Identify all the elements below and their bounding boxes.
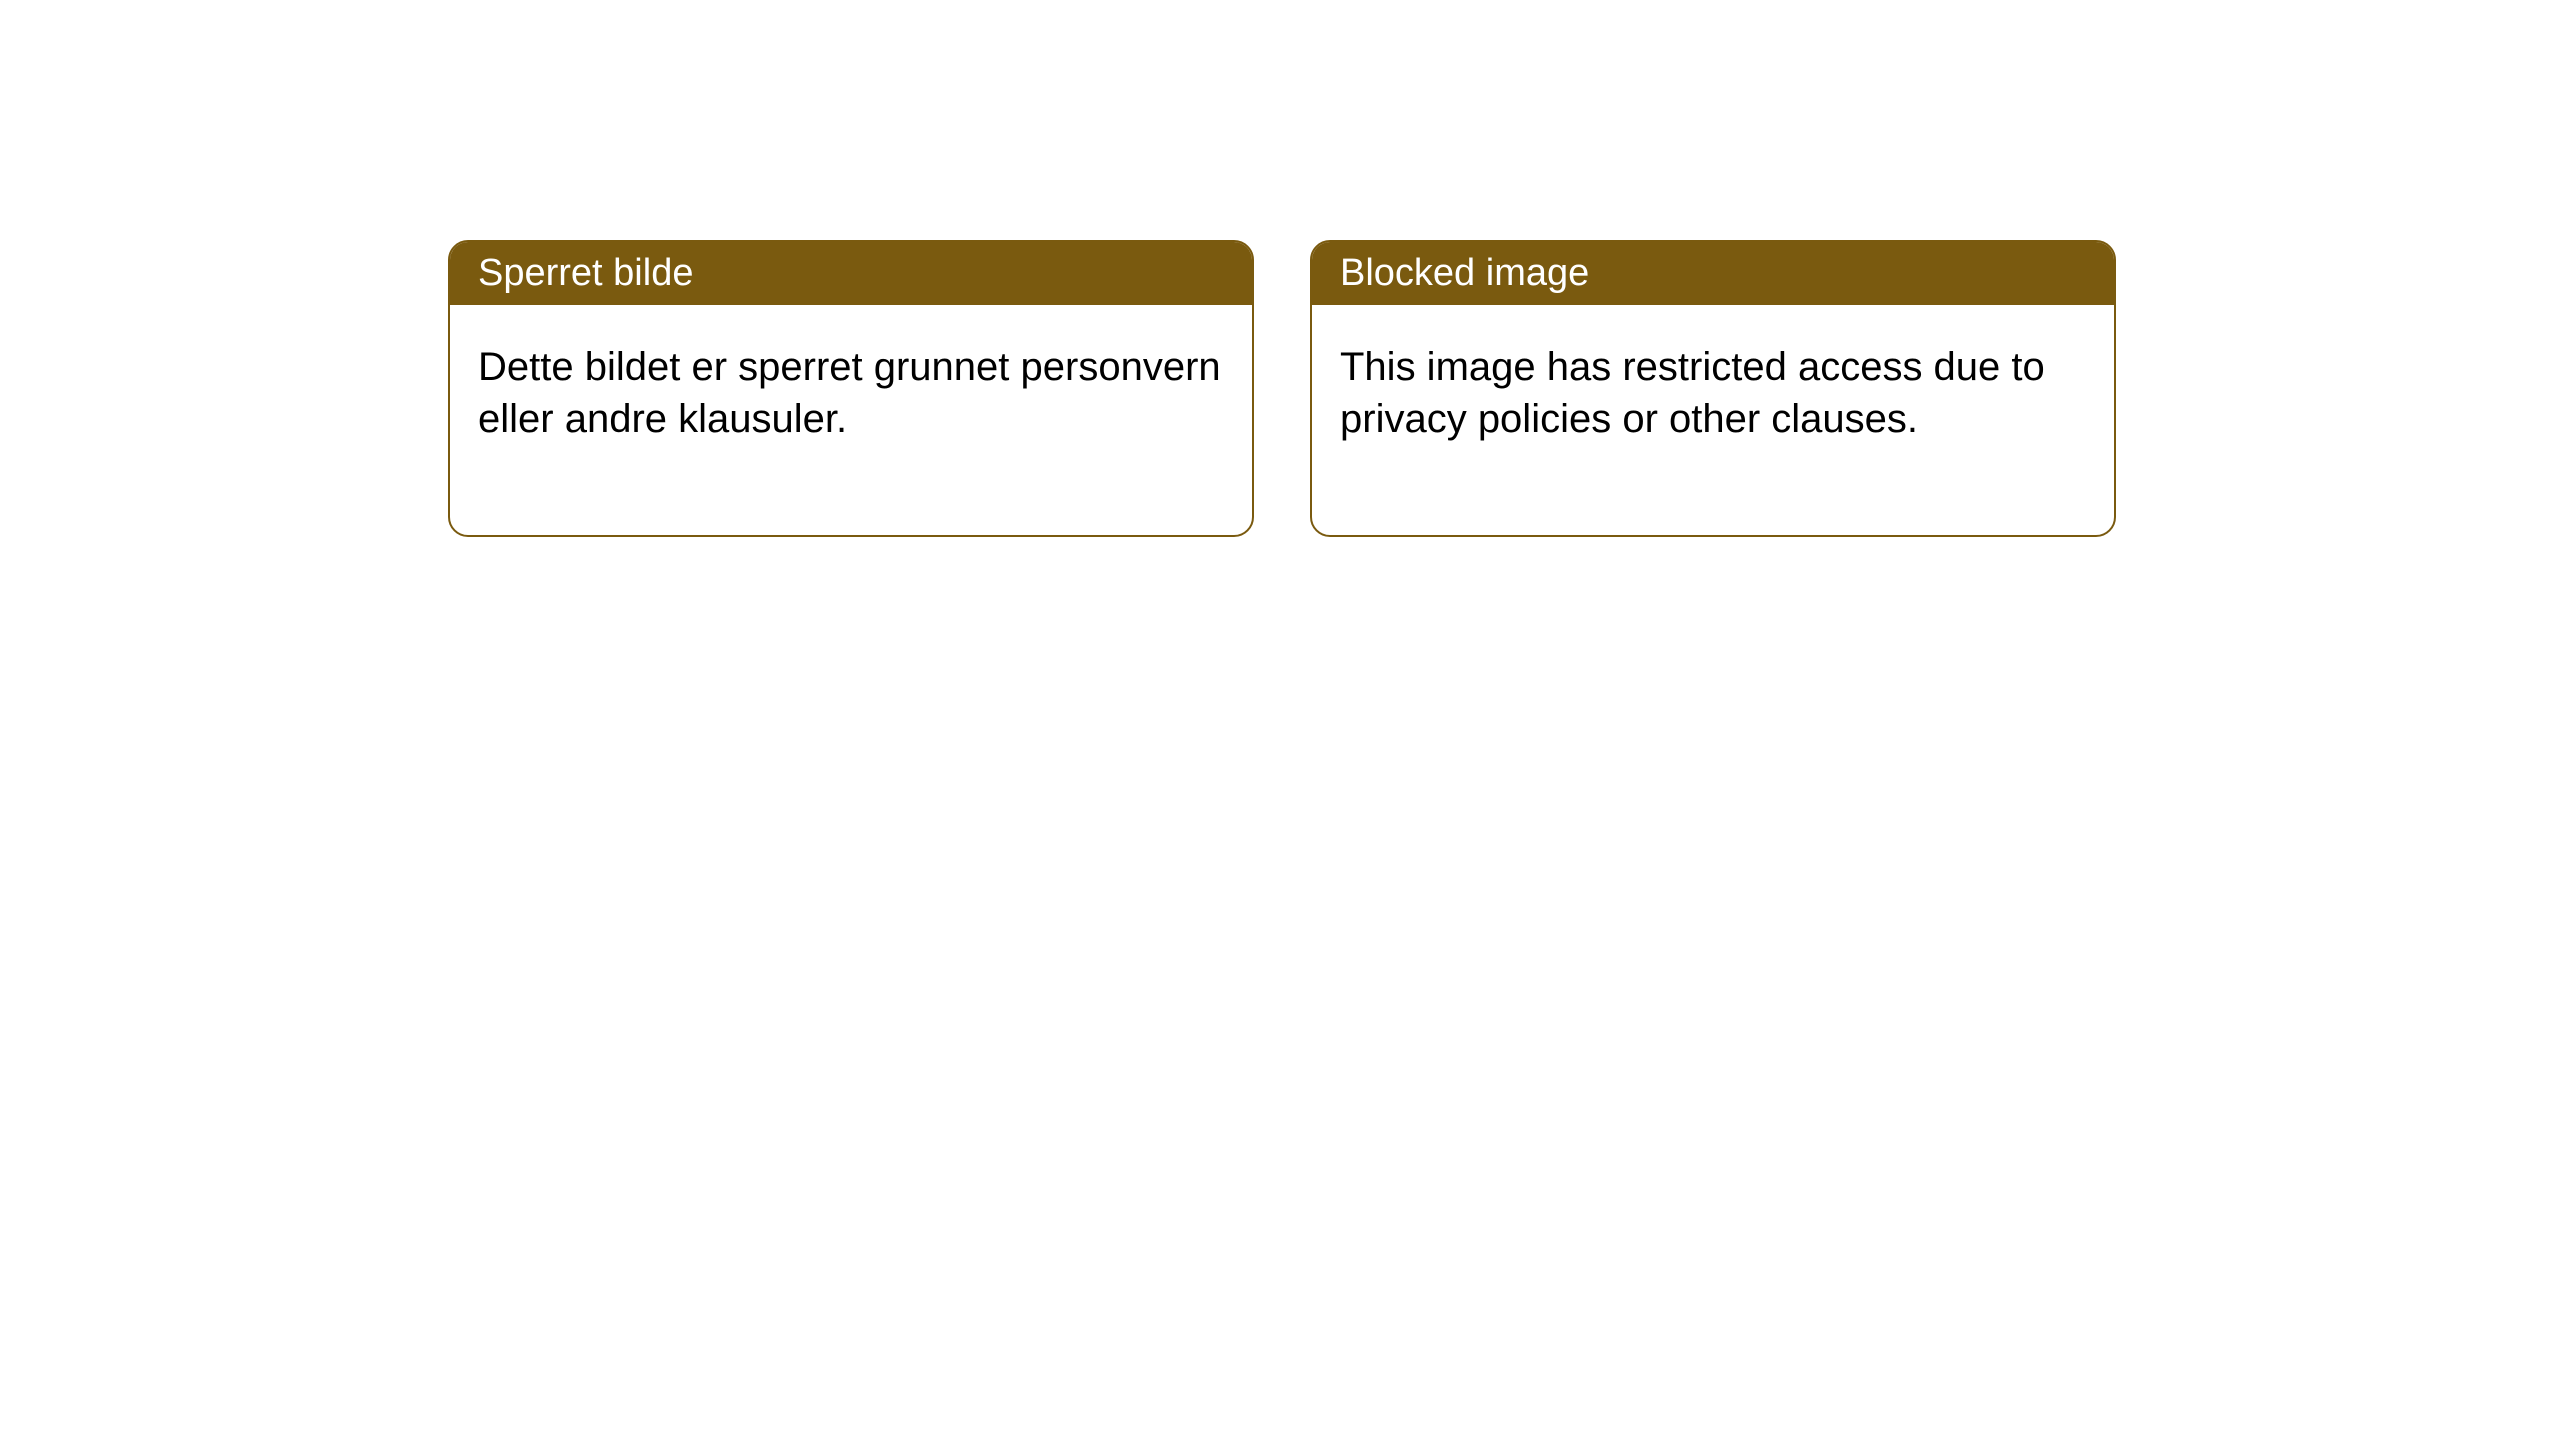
notice-header-no: Sperret bilde [450, 242, 1252, 305]
notice-card-no: Sperret bilde Dette bildet er sperret gr… [448, 240, 1254, 537]
notice-header-en: Blocked image [1312, 242, 2114, 305]
notice-title-no: Sperret bilde [478, 252, 693, 294]
notice-body-en: This image has restricted access due to … [1312, 305, 2114, 535]
notice-text-no: Dette bildet er sperret grunnet personve… [478, 345, 1221, 441]
notice-text-en: This image has restricted access due to … [1340, 345, 2045, 441]
notice-card-en: Blocked image This image has restricted … [1310, 240, 2116, 537]
notice-title-en: Blocked image [1340, 252, 1589, 294]
notice-body-no: Dette bildet er sperret grunnet personve… [450, 305, 1252, 535]
notice-container: Sperret bilde Dette bildet er sperret gr… [448, 240, 2116, 537]
